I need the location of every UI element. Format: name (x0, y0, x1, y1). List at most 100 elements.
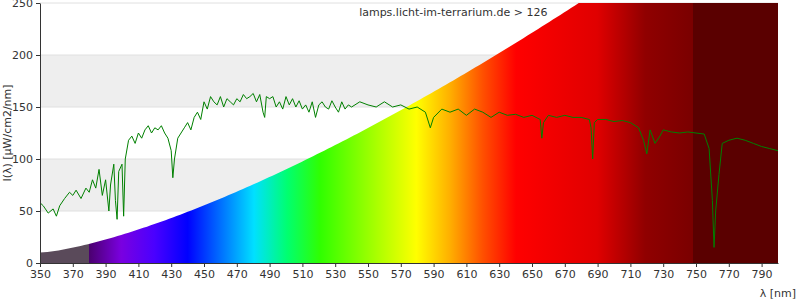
tick-label: 350 (30, 268, 51, 281)
tick-label: 450 (194, 268, 215, 281)
tick: 550 (358, 263, 379, 281)
tick: 770 (719, 263, 740, 281)
tick: 530 (325, 263, 346, 281)
tick: 630 (489, 263, 510, 281)
spectrum-line (40, 93, 778, 247)
tick: 430 (161, 263, 182, 281)
tick: 450 (194, 263, 215, 281)
tick: 250 (12, 0, 40, 10)
y-axis-title: I(λ) [µW/cm2/nm] (1, 84, 14, 181)
tick: 370 (63, 263, 84, 281)
y-axis: 0 50 100 150 200 250 (12, 0, 41, 270)
tick: 790 (752, 263, 773, 281)
tick: 390 (96, 263, 117, 281)
tick-label: 250 (12, 0, 33, 10)
tick-mark (762, 263, 763, 267)
tick-mark (598, 263, 599, 267)
tick-label: 610 (456, 268, 477, 281)
tick-mark (696, 263, 697, 267)
tick: 510 (292, 263, 313, 281)
tick-mark (630, 263, 631, 267)
tick-label: 490 (260, 268, 281, 281)
tick-mark (368, 263, 369, 267)
tick: 650 (522, 263, 543, 281)
tick: 50 (19, 205, 40, 218)
axis-line (40, 4, 41, 264)
spectrum-decoration (40, 3, 778, 263)
title: lamps.licht-im-terrarium.de > 126 (359, 6, 547, 19)
tick-mark (73, 263, 74, 267)
spectrum-layer (40, 3, 778, 263)
tick: 570 (391, 263, 412, 281)
tick-mark (40, 263, 41, 267)
tick-label: 710 (620, 268, 641, 281)
tick: 610 (456, 263, 477, 281)
tick-label: 470 (227, 268, 248, 281)
tick-mark (335, 263, 336, 267)
tick: 710 (620, 263, 641, 281)
tick-mark (36, 263, 40, 264)
tick: 410 (128, 263, 149, 281)
tick-label: 100 (12, 153, 33, 166)
tick-label: 770 (719, 268, 740, 281)
tick-mark (270, 263, 271, 267)
tick: 200 (12, 49, 40, 62)
tick-label: 550 (358, 268, 379, 281)
tick-mark (565, 263, 566, 267)
tick: 590 (424, 263, 445, 281)
tick-label: 410 (128, 268, 149, 281)
tick-mark (401, 263, 402, 267)
tick-mark (532, 263, 533, 267)
tick: 470 (227, 263, 248, 281)
tick-label: 630 (489, 268, 510, 281)
tick-label: 370 (63, 268, 84, 281)
tick-label: 430 (161, 268, 182, 281)
tick-label: 590 (424, 268, 445, 281)
tick-mark (36, 159, 40, 160)
tick-mark (36, 55, 40, 56)
tick: 690 (588, 263, 609, 281)
tick: 100 (12, 153, 40, 166)
tick-label: 510 (292, 268, 313, 281)
tick-label: 670 (555, 268, 576, 281)
tick-label: 390 (96, 268, 117, 281)
tick-mark (302, 263, 303, 267)
chart: 350 370 390 410 430 450 470 490 510 530 550 570 590 6… (0, 0, 800, 300)
axis-line (41, 263, 779, 264)
tick-mark (171, 263, 172, 267)
tick-mark (36, 3, 40, 4)
tick-label: 750 (686, 268, 707, 281)
plot: 350 370 390 410 430 450 470 490 510 530 550 570 590 6… (12, 0, 779, 281)
tick-mark (106, 263, 107, 267)
tick: 350 (30, 263, 51, 281)
tick-mark (729, 263, 730, 267)
tick-label: 530 (325, 268, 346, 281)
tick-label: 730 (653, 268, 674, 281)
tick-mark (204, 263, 205, 267)
tick-label: 690 (588, 268, 609, 281)
tick: 150 (12, 101, 40, 114)
tick: 730 (653, 263, 674, 281)
tick-label: 50 (19, 205, 33, 218)
tick-mark (466, 263, 467, 267)
tick-label: 0 (26, 257, 33, 270)
tick-mark (434, 263, 435, 267)
tick-label: 650 (522, 268, 543, 281)
tick: 670 (555, 263, 576, 281)
tick-label: 200 (12, 49, 33, 62)
tick: 750 (686, 263, 707, 281)
x-axis-title: λ [nm] (760, 287, 796, 300)
tick-mark (138, 263, 139, 267)
tick-label: 790 (752, 268, 773, 281)
tick: 490 (260, 263, 281, 281)
tick-label: 570 (391, 268, 412, 281)
tick: 0 (26, 257, 40, 270)
tick-mark (663, 263, 664, 267)
tick-mark (36, 107, 40, 108)
tick-mark (499, 263, 500, 267)
tick-mark (237, 263, 238, 267)
x-axis: 350 370 390 410 430 450 470 490 510 530 550 570 590 6… (30, 263, 779, 281)
series-layer (40, 93, 778, 247)
tick-label: 150 (12, 101, 33, 114)
tick-mark (36, 211, 40, 212)
